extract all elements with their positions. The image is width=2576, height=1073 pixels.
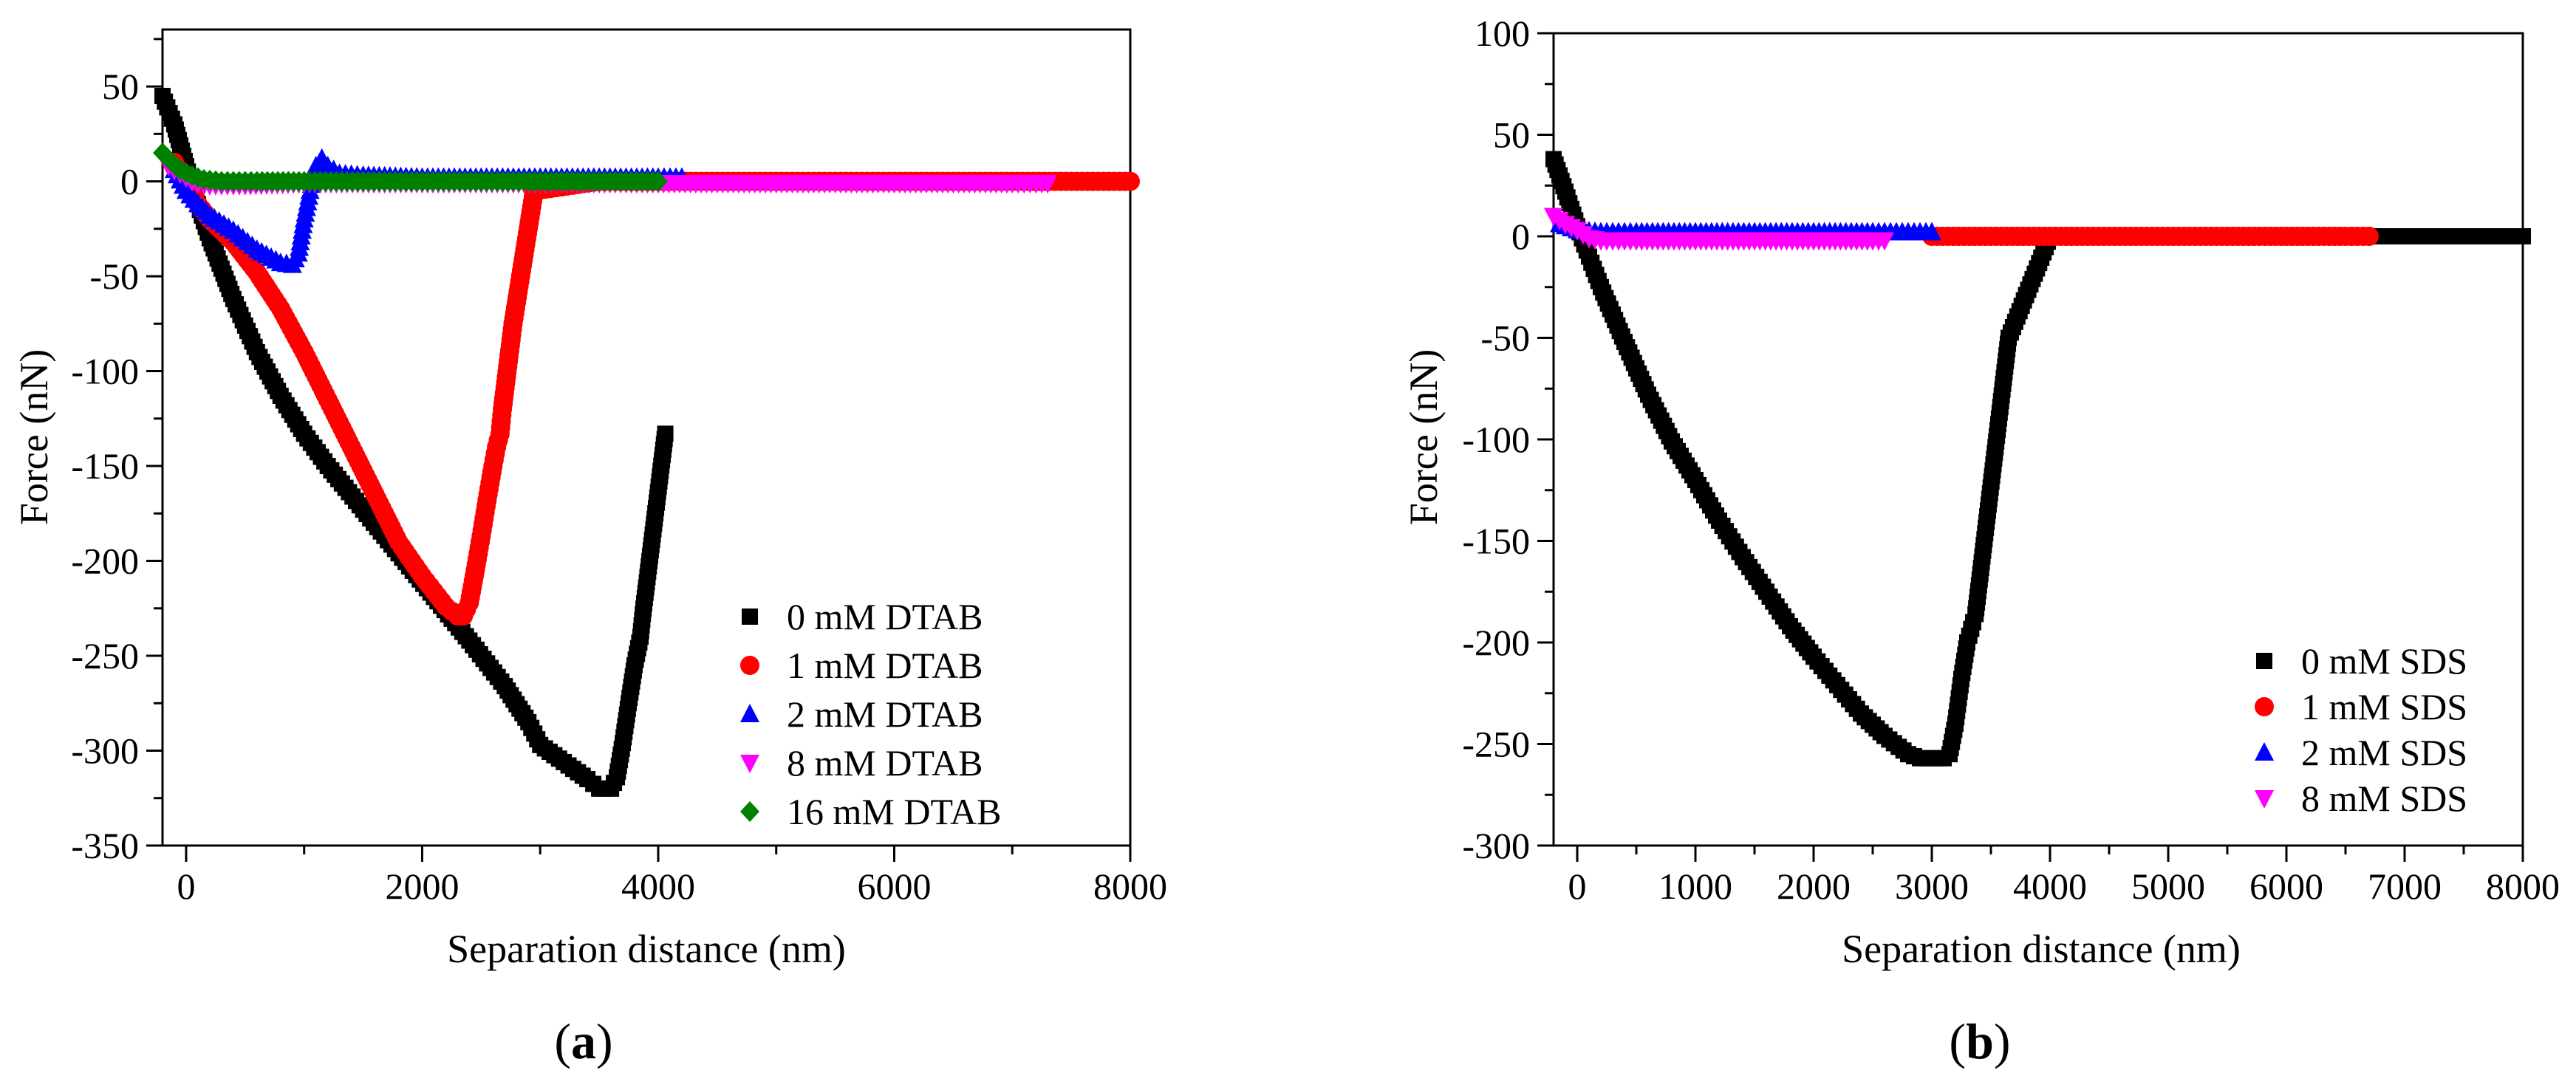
y-tick-label: 50 xyxy=(1493,114,1530,156)
legend-label: 2 mM SDS xyxy=(2301,732,2467,773)
y-tick-label: -150 xyxy=(1462,521,1530,562)
y-tick-label: -300 xyxy=(71,730,139,772)
x-tick-label: 0 xyxy=(177,865,195,907)
y-tick-label: -100 xyxy=(1462,419,1530,460)
x-tick-label: 6000 xyxy=(857,865,931,907)
legend-label: 0 mM SDS xyxy=(2301,640,2467,682)
y-tick-label: -250 xyxy=(1462,724,1530,765)
y-tick-label: -250 xyxy=(71,635,139,676)
x-tick-label: 2000 xyxy=(385,865,459,907)
y-axis-title: Force (nN) xyxy=(1401,349,1446,525)
legend-marker xyxy=(740,801,759,822)
legend-label: 16 mM DTAB xyxy=(787,791,1001,832)
data-series xyxy=(1544,151,2531,767)
x-tick-label: 4000 xyxy=(621,865,695,907)
x-tick-label: 0 xyxy=(1568,865,1587,907)
x-axis-ticks: 0 1000 2000 3000 4000 5000 6000 7000 8000 xyxy=(1568,846,2560,907)
y-tick-label: -100 xyxy=(71,351,139,392)
y-tick-label: -200 xyxy=(71,541,139,582)
legend-label: 2 mM DTAB xyxy=(787,693,983,735)
legend-marker xyxy=(2255,697,2274,716)
x-tick-label: 2000 xyxy=(1777,865,1851,907)
panel-label: (a) xyxy=(554,1013,612,1069)
x-tick-label: 1000 xyxy=(1658,865,1732,907)
y-tick-label: 0 xyxy=(120,161,139,202)
y-tick-label: 50 xyxy=(102,66,139,107)
series-0-mm-dtab xyxy=(154,87,674,797)
series-8-mm-sds xyxy=(1544,208,1894,251)
x-tick-label: 3000 xyxy=(1895,865,1969,907)
y-tick-label: -50 xyxy=(89,256,139,297)
legend-label: 8 mM DTAB xyxy=(787,742,983,784)
data-point xyxy=(1875,232,1894,251)
y-tick-label: -300 xyxy=(1462,825,1530,866)
y-tick-label: 100 xyxy=(1475,13,1530,54)
data-point xyxy=(1922,222,1941,241)
x-tick-label: 8000 xyxy=(2486,865,2560,907)
x-tick-label: 7000 xyxy=(2368,865,2442,907)
legend-marker xyxy=(740,656,759,675)
data-point xyxy=(657,425,674,442)
legend-label: 8 mM SDS xyxy=(2301,778,2467,819)
legend-label: 1 mM SDS xyxy=(2301,686,2467,727)
x-tick-label: 5000 xyxy=(2131,865,2205,907)
y-axis-ticks: 50 0 -50 -100 -150 -200 -250 -300 -350 xyxy=(71,38,163,866)
data-point xyxy=(1038,175,1058,194)
data-point xyxy=(2515,228,2531,244)
y-tick-label: -150 xyxy=(71,445,139,487)
x-tick-label: 4000 xyxy=(2013,865,2087,907)
x-tick-label: 8000 xyxy=(1093,865,1167,907)
legend-marker xyxy=(2255,742,2274,761)
data-point xyxy=(1121,171,1140,191)
legend-label: 1 mM DTAB xyxy=(787,645,983,686)
x-axis-title: Separation distance (nm) xyxy=(1842,927,2241,971)
y-tick-label: -50 xyxy=(1480,318,1530,359)
legend-marker xyxy=(2256,653,2272,669)
x-axis-ticks: 0 2000 4000 6000 8000 xyxy=(177,846,1167,907)
legend-marker xyxy=(742,609,758,625)
legend: 0 mM DTAB 1 mM DTAB 2 mM DTAB 8 mM DTAB 16 m… xyxy=(740,596,1001,832)
series-16-mm-dtab xyxy=(153,143,668,192)
y-axis-ticks: 100 50 0 -50 -100 -150 -200 -250 -300 xyxy=(1462,13,1554,866)
panel-label: (b) xyxy=(1949,1013,2010,1069)
plot-frame xyxy=(161,28,1132,847)
legend-label: 0 mM DTAB xyxy=(787,596,983,637)
x-axis-title: Separation distance (nm) xyxy=(447,927,846,971)
data-point xyxy=(648,171,668,192)
legend-marker xyxy=(740,755,759,773)
data-series xyxy=(153,87,1140,797)
panel-b: 0 1000 2000 3000 4000 5000 6000 7000 8000 100 50 0… xyxy=(1401,13,2560,1069)
series-1-mm-sds xyxy=(1922,227,2379,246)
legend-marker xyxy=(740,704,759,722)
y-axis-title: Force (nN) xyxy=(12,349,56,525)
y-tick-label: -350 xyxy=(71,825,139,866)
panel-a: 0 2000 4000 6000 8000 50 0 -50 -100 -150 -200 -250… xyxy=(12,28,1167,1069)
y-tick-label: -200 xyxy=(1462,622,1530,663)
data-point xyxy=(2360,227,2379,246)
panel-label-letter: b xyxy=(1966,1013,1994,1069)
y-tick-label: 0 xyxy=(1511,216,1530,257)
legend-marker xyxy=(2255,790,2274,809)
x-tick-label: 6000 xyxy=(2249,865,2323,907)
panel-label-letter: a xyxy=(571,1013,596,1069)
